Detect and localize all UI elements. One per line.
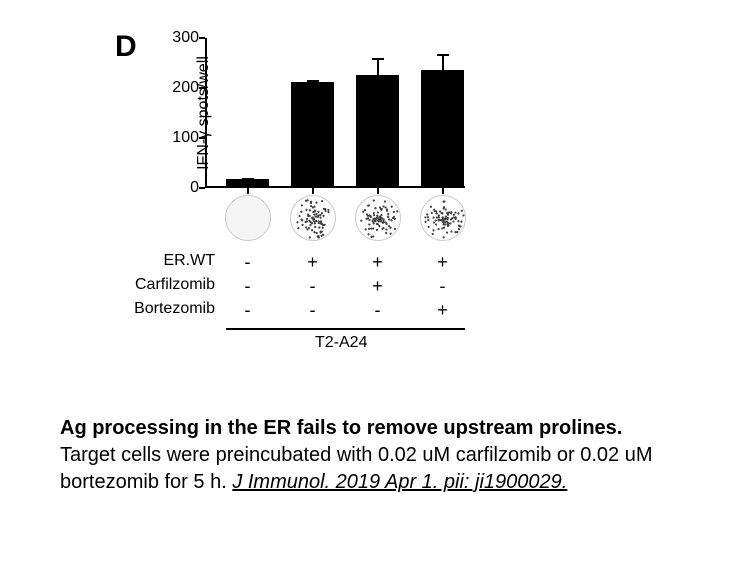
bar-chart: IFN-γ spots/well 0100200300	[205, 38, 465, 188]
condition-mark: -	[303, 276, 323, 297]
error-bar	[442, 55, 444, 72]
condition-mark: -	[368, 300, 388, 321]
condition-mark: -	[433, 276, 453, 297]
bar	[421, 70, 463, 186]
y-tick	[199, 87, 205, 89]
y-tick-label: 200	[172, 79, 199, 97]
condition-mark: +	[368, 276, 388, 297]
spot-well	[355, 195, 401, 241]
condition-label: Bortezomib	[120, 300, 215, 318]
spot-well	[290, 195, 336, 241]
y-axis-label: IFN-γ spots/well	[195, 56, 213, 170]
x-tick	[377, 188, 379, 194]
y-axis	[205, 38, 207, 188]
x-tick	[312, 188, 314, 194]
caption-citation: J Immunol. 2019 Apr 1. pii: ji1900029.	[232, 471, 567, 493]
condition-mark: +	[433, 300, 453, 321]
y-tick-label: 100	[172, 129, 199, 147]
y-tick-label: 0	[190, 179, 199, 197]
condition-mark: -	[238, 300, 258, 321]
spot-well	[420, 195, 466, 241]
y-tick-label: 300	[172, 29, 199, 47]
x-axis	[205, 186, 465, 188]
condition-label: ER.WT	[120, 252, 215, 270]
y-tick	[199, 137, 205, 139]
error-bar	[377, 59, 379, 77]
condition-label: Carfilzomib	[120, 276, 215, 294]
x-tick	[247, 188, 249, 194]
error-cap	[307, 80, 319, 82]
spot-well	[225, 195, 271, 241]
condition-mark: +	[368, 252, 388, 273]
y-tick	[199, 187, 205, 189]
condition-mark: -	[238, 276, 258, 297]
figure-caption: Ag processing in the ER fails to remove …	[60, 415, 675, 496]
caption-title: Ag processing in the ER fails to remove …	[60, 417, 622, 439]
bracket-line	[226, 328, 465, 330]
condition-mark: -	[303, 300, 323, 321]
error-cap	[437, 54, 449, 56]
bar	[291, 82, 333, 186]
x-tick	[442, 188, 444, 194]
condition-mark: -	[238, 252, 258, 273]
bracket-label: T2-A24	[315, 334, 367, 352]
bar	[356, 75, 398, 186]
error-cap	[242, 178, 254, 180]
y-tick	[199, 37, 205, 39]
condition-mark: +	[433, 252, 453, 273]
error-cap	[372, 58, 384, 60]
condition-mark: +	[303, 252, 323, 273]
panel-label: D	[115, 30, 137, 64]
